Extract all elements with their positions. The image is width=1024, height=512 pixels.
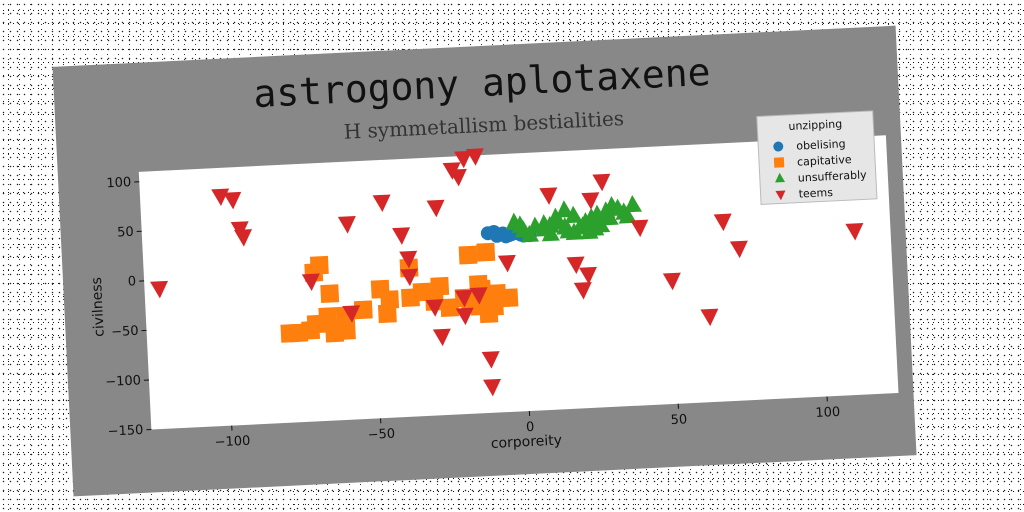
y-tick-label: −100 bbox=[105, 373, 141, 390]
capitative-point bbox=[353, 300, 373, 320]
plot-area bbox=[138, 135, 899, 430]
legend: unzipping obelisingcapitativeunsufferabl… bbox=[756, 110, 878, 205]
teems-point bbox=[465, 148, 484, 166]
x-tick-label: −100 bbox=[214, 434, 250, 451]
capitative-point bbox=[476, 242, 496, 262]
teems-point bbox=[301, 273, 320, 291]
teems-point bbox=[448, 168, 467, 187]
teems-point bbox=[700, 308, 719, 327]
teems-point bbox=[566, 256, 585, 275]
x-tick-label: 50 bbox=[670, 412, 687, 428]
unsufferably-point bbox=[547, 207, 566, 226]
capitative-point bbox=[337, 321, 356, 340]
y-tick-label: 50 bbox=[117, 225, 134, 241]
teems-point bbox=[497, 254, 516, 273]
legend-box bbox=[756, 110, 878, 205]
teems-point bbox=[337, 216, 356, 234]
teems-point bbox=[483, 378, 502, 397]
teems-point bbox=[481, 351, 500, 369]
unsufferably-point bbox=[600, 208, 619, 226]
teems-point bbox=[342, 305, 361, 323]
capitative-point bbox=[320, 284, 340, 304]
teems-point bbox=[469, 287, 488, 305]
y-tick-label: −150 bbox=[107, 423, 143, 440]
series-unsufferably bbox=[505, 194, 643, 243]
x-tick-label: 100 bbox=[815, 405, 841, 421]
legend-marker-teems bbox=[775, 190, 786, 201]
teems-point bbox=[453, 150, 472, 169]
capitative-point bbox=[430, 276, 450, 296]
y-tick-label: −50 bbox=[111, 324, 139, 340]
teems-point bbox=[432, 328, 451, 347]
legend-label-obelising: obelising bbox=[796, 137, 846, 152]
teems-point bbox=[372, 194, 391, 212]
capitative-point bbox=[440, 298, 460, 318]
legend-label-teems: teems bbox=[798, 186, 833, 201]
unsufferably-point bbox=[574, 216, 593, 234]
teems-point bbox=[454, 289, 473, 308]
capitative-point bbox=[309, 255, 329, 275]
data-points bbox=[150, 148, 864, 397]
teems-point bbox=[392, 227, 411, 245]
teems-point bbox=[845, 223, 864, 241]
teems-point bbox=[399, 250, 418, 269]
teems-point bbox=[713, 213, 732, 232]
legend-marker-capitative bbox=[773, 157, 785, 168]
legend-label-capitative: capitative bbox=[797, 153, 852, 169]
y-tick-label: 0 bbox=[127, 274, 136, 289]
x-axis-label: corporeity bbox=[490, 432, 562, 451]
teems-point bbox=[234, 229, 253, 247]
unsufferably-point bbox=[624, 194, 643, 213]
teems-point bbox=[579, 266, 597, 285]
teems-point bbox=[400, 268, 419, 287]
teems-point bbox=[573, 281, 592, 300]
legend-marker-unsufferably bbox=[775, 172, 786, 183]
series-teems bbox=[150, 148, 864, 397]
teems-point bbox=[455, 307, 474, 326]
unsufferably-point bbox=[555, 200, 574, 218]
capitative-point bbox=[318, 307, 338, 326]
y-tick-label: 100 bbox=[106, 175, 132, 191]
teems-point bbox=[662, 272, 681, 291]
teems-point bbox=[581, 192, 600, 210]
teems-point bbox=[592, 173, 611, 192]
teems-point bbox=[150, 280, 169, 299]
x-tick-label: 0 bbox=[526, 420, 535, 435]
legend-title: unzipping bbox=[788, 117, 842, 133]
legend-label-unsufferably: unsufferably bbox=[798, 168, 868, 184]
unsufferably-point bbox=[618, 206, 637, 224]
unsufferably-point bbox=[564, 205, 583, 224]
x-tick-label: −50 bbox=[367, 427, 395, 443]
teems-point bbox=[630, 219, 649, 238]
y-axis-label: civilness bbox=[89, 277, 108, 337]
capitative-point bbox=[458, 245, 478, 265]
legend-marker-obelising bbox=[773, 141, 784, 152]
teems-point bbox=[539, 187, 558, 205]
x-axis: −100 −50 0 50 100 bbox=[214, 396, 841, 451]
teems-point bbox=[223, 191, 242, 210]
capitative-point bbox=[377, 304, 397, 324]
teems-point bbox=[425, 299, 444, 317]
unsufferably-point bbox=[535, 219, 554, 237]
teems-point bbox=[426, 199, 445, 218]
y-axis: −150 −100 −50 0 50 100 bbox=[105, 175, 152, 440]
capitative-point bbox=[499, 288, 519, 308]
teems-point bbox=[729, 240, 748, 259]
